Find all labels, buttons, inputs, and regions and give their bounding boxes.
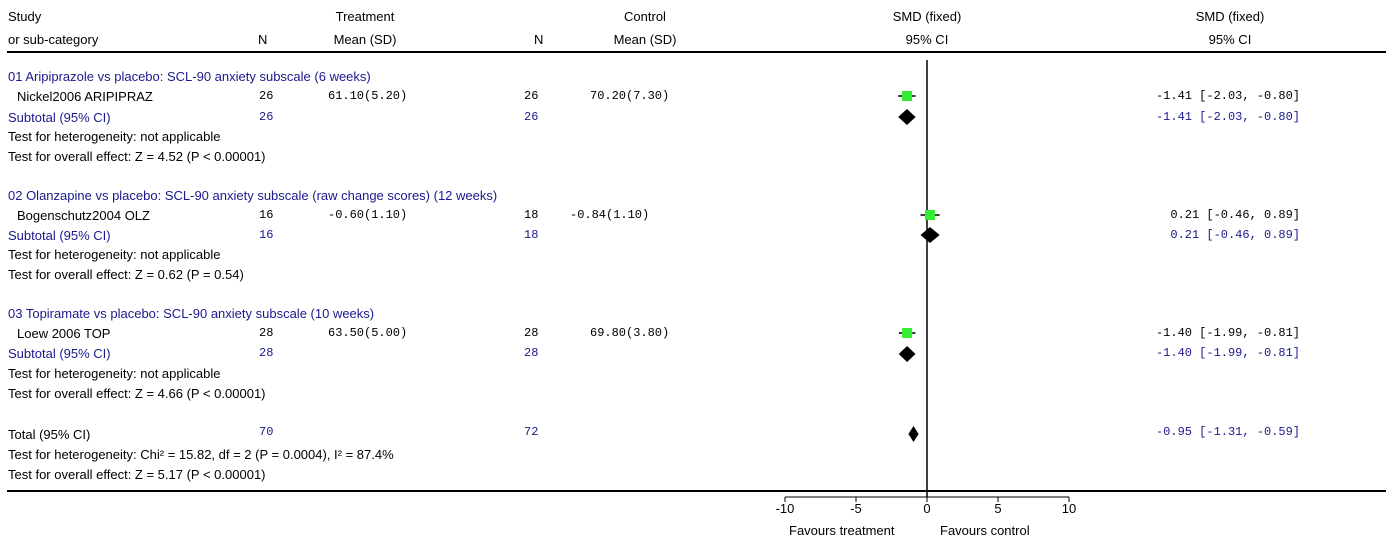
subtotal-diamond <box>898 346 916 362</box>
study-n-control: 26 <box>524 89 539 103</box>
subtotal-diamond <box>898 109 916 125</box>
subtotal-label: Subtotal (95% CI) <box>8 228 111 243</box>
study-point-box <box>901 91 912 101</box>
study-point-box <box>924 210 935 220</box>
study-n-treatment: 28 <box>259 326 274 340</box>
group-title: 01 Aripiprazole vs placebo: SCL-90 anxie… <box>8 69 371 84</box>
header-treatment-meansd: Mean (SD) <box>333 32 397 47</box>
total-n-control: 72 <box>524 425 539 439</box>
total-n-treatment: 70 <box>259 425 274 439</box>
subtotal-n-control: 28 <box>524 346 539 360</box>
header-smd-plot-ci: 95% CI <box>905 32 949 47</box>
heterogeneity-text: Test for heterogeneity: not applicable <box>8 129 221 144</box>
subtotal-n-treatment: 26 <box>259 110 274 124</box>
subtotal-ci-text: -1.41 [-2.03, -0.80] <box>1155 110 1300 124</box>
study-mean-treatment: 63.50(5.00) <box>328 326 408 340</box>
header-divider <box>7 51 1386 53</box>
study-mean-control: 70.20(7.30) <box>590 89 670 103</box>
subtotal-n-control: 18 <box>524 228 539 242</box>
header-smd-plot: SMD (fixed) <box>892 9 962 24</box>
study-ci-text: -1.40 [-1.99, -0.81] <box>1155 326 1300 340</box>
overall-effect-text: Test for overall effect: Z = 0.62 (P = 0… <box>8 267 244 282</box>
study-n-treatment: 26 <box>259 89 274 103</box>
overall-effect-text: Test for overall effect: Z = 4.52 (P < 0… <box>8 149 266 164</box>
group-title: 02 Olanzapine vs placebo: SCL-90 anxiety… <box>8 188 498 203</box>
footer-divider <box>7 490 1386 492</box>
subtotal-ci-text: -1.40 [-1.99, -0.81] <box>1155 346 1300 360</box>
header-n-treatment: N <box>258 32 268 47</box>
header-smd-text-ci: 95% CI <box>1208 32 1252 47</box>
x-tick-label: 10 <box>1062 501 1076 516</box>
study-n-treatment: 16 <box>259 208 274 222</box>
total-diamond <box>908 426 919 442</box>
study-mean-control: 69.80(3.80) <box>590 326 670 340</box>
x-tick-label: -10 <box>776 501 795 516</box>
header-subcategory: or sub-category <box>8 32 99 47</box>
header-smd-text: SMD (fixed) <box>1195 9 1265 24</box>
study-ci-text: -1.41 [-2.03, -0.80] <box>1155 89 1300 103</box>
overall-effect-text: Test for overall effect: Z = 4.66 (P < 0… <box>8 386 266 401</box>
study-n-control: 18 <box>524 208 539 222</box>
heterogeneity-text: Test for heterogeneity: not applicable <box>8 366 221 381</box>
study-n-control: 28 <box>524 326 539 340</box>
favours-treatment-label: Favours treatment <box>789 523 895 538</box>
subtotal-label: Subtotal (95% CI) <box>8 346 111 361</box>
study-mean-control: -0.84(1.10) <box>570 208 650 222</box>
header-control: Control <box>624 9 666 24</box>
group-title: 03 Topiramate vs placebo: SCL-90 anxiety… <box>8 306 375 321</box>
header-n-control: N <box>534 32 544 47</box>
study-name: Nickel2006 ARIPIPRAZ <box>17 89 153 104</box>
heterogeneity-text: Test for heterogeneity: not applicable <box>8 247 221 262</box>
header-study: Study <box>8 9 42 24</box>
study-name: Loew 2006 TOP <box>17 326 111 341</box>
total-ci-text: -0.95 [-1.31, -0.59] <box>1155 425 1300 439</box>
total-heterogeneity-text: Test for heterogeneity: Chi² = 15.82, df… <box>8 447 394 462</box>
x-tick-label: -5 <box>850 501 862 516</box>
x-tick-label: 0 <box>923 501 930 516</box>
study-mean-treatment: -0.60(1.10) <box>328 208 408 222</box>
subtotal-n-control: 26 <box>524 110 539 124</box>
total-overall-effect-text: Test for overall effect: Z = 5.17 (P < 0… <box>8 467 266 482</box>
x-tick-label: 5 <box>994 501 1001 516</box>
study-ci-text: 0.21 [-0.46, 0.89] <box>1170 208 1300 222</box>
study-mean-treatment: 61.10(5.20) <box>328 89 408 103</box>
study-point-box <box>902 328 913 338</box>
subtotal-n-treatment: 16 <box>259 228 274 242</box>
subtotal-label: Subtotal (95% CI) <box>8 110 111 125</box>
header-control-meansd: Mean (SD) <box>613 32 677 47</box>
favours-control-label: Favours control <box>940 523 1030 538</box>
study-name: Bogenschutz2004 OLZ <box>17 208 150 223</box>
subtotal-ci-text: 0.21 [-0.46, 0.89] <box>1170 228 1300 242</box>
total-label: Total (95% CI) <box>8 427 91 442</box>
subtotal-n-treatment: 28 <box>259 346 274 360</box>
subtotal-diamond <box>920 227 940 243</box>
header-treatment: Treatment <box>335 9 395 24</box>
